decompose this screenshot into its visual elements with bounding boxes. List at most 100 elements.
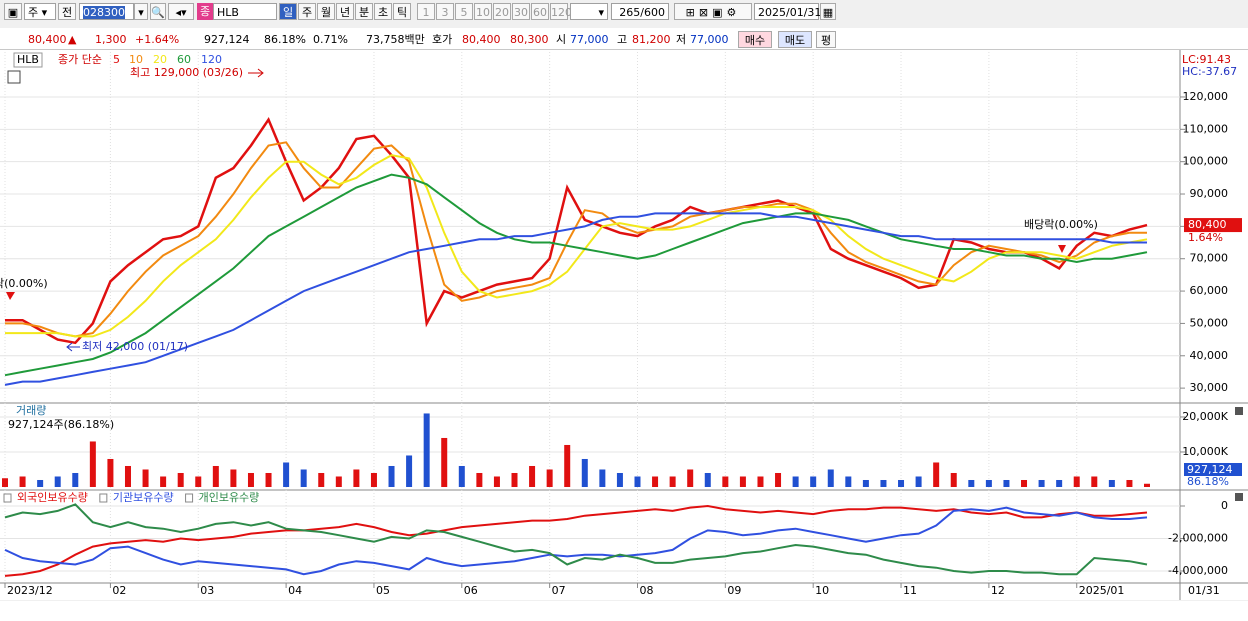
code-input[interactable]: 028300 bbox=[79, 3, 134, 20]
volume-bar bbox=[880, 479, 887, 487]
y-tick-label: 110,000 bbox=[1183, 122, 1229, 135]
volume-bar bbox=[1126, 479, 1133, 487]
y-tick-label: 60,000 bbox=[1190, 284, 1229, 297]
series-line bbox=[4, 503, 1148, 576]
period-button[interactable]: 초 bbox=[374, 3, 392, 20]
volume-bar bbox=[529, 465, 536, 487]
volume-bar bbox=[124, 465, 131, 487]
period-button[interactable]: 년 bbox=[336, 3, 354, 20]
volume-bar bbox=[406, 455, 413, 487]
legend-title: 종가 단순 bbox=[58, 53, 102, 66]
search-icon[interactable]: 🔍 bbox=[150, 3, 166, 20]
volume: 927,124 bbox=[204, 33, 250, 46]
interval-button[interactable]: 1 bbox=[417, 3, 435, 20]
volume-bar bbox=[669, 476, 676, 487]
avg-button[interactable]: 평 bbox=[816, 31, 836, 48]
volume-bar bbox=[212, 465, 219, 487]
change-pct: +1.64% bbox=[135, 33, 180, 46]
y-tick-label: 90,000 bbox=[1190, 187, 1229, 200]
code-dropdown[interactable]: ▾ bbox=[134, 3, 148, 20]
legend-swatch bbox=[3, 493, 12, 503]
volume-bar bbox=[493, 476, 500, 487]
y-tick-label: 50,000 bbox=[1190, 316, 1229, 329]
legend-entry: 120 bbox=[201, 53, 222, 66]
legend-swatch bbox=[185, 493, 194, 503]
volume-bar bbox=[107, 458, 114, 487]
sound-icon[interactable]: ◂▾ bbox=[168, 3, 194, 20]
interval-dropdown[interactable]: ▾ bbox=[570, 3, 608, 20]
volume-bar bbox=[616, 472, 623, 487]
volume-bar bbox=[599, 469, 606, 487]
interval-button[interactable]: 5 bbox=[455, 3, 473, 20]
y-tick-label: 120,000 bbox=[1183, 90, 1229, 103]
volume-bar bbox=[142, 469, 149, 487]
volume-bar bbox=[845, 476, 852, 487]
prefix[interactable]: 전 bbox=[58, 3, 76, 20]
volume-bar bbox=[933, 462, 940, 487]
volume-bar bbox=[1021, 479, 1028, 487]
volume-bar bbox=[388, 465, 395, 487]
volume-bar bbox=[1144, 483, 1150, 487]
interval-button[interactable]: 60 bbox=[531, 3, 549, 20]
interval-button[interactable]: 10 bbox=[474, 3, 492, 20]
volume-bar bbox=[546, 469, 553, 487]
period-button[interactable]: 주 bbox=[298, 3, 316, 20]
volume-bar bbox=[160, 476, 167, 487]
x-tick-label: 04 bbox=[288, 584, 302, 597]
table-icon bbox=[7, 70, 21, 84]
volume-bar bbox=[950, 472, 957, 487]
chart-background bbox=[0, 50, 1248, 601]
volume-bar bbox=[810, 476, 817, 487]
turnover: 0.71% bbox=[313, 33, 348, 46]
period-button[interactable]: 일 bbox=[279, 3, 297, 20]
volume-bar bbox=[300, 469, 307, 487]
y-tick-label: 0 bbox=[1221, 499, 1228, 512]
tool-icons[interactable]: ⊞⊠▣⚙ bbox=[674, 3, 752, 20]
interval-button[interactable]: 20 bbox=[493, 3, 511, 20]
volume-bar bbox=[37, 479, 44, 487]
count-box[interactable]: 265/600 bbox=[611, 3, 669, 20]
y-tick-label: 100,000 bbox=[1183, 155, 1229, 168]
calendar-icon[interactable]: ▦ bbox=[820, 3, 836, 20]
y-tick-label: -4,000,000 bbox=[1168, 564, 1228, 577]
volume-bar bbox=[827, 469, 834, 487]
menu-icon[interactable]: ▣ bbox=[4, 3, 22, 20]
annotation: 배당락(0.00%) bbox=[1024, 218, 1098, 231]
interval-button[interactable]: 30 bbox=[512, 3, 530, 20]
legend-entry: 외국인보유수량 bbox=[17, 491, 88, 504]
interval-button[interactable]: 3 bbox=[436, 3, 454, 20]
y-tick-label: 10,000K bbox=[1182, 445, 1228, 458]
open: 77,000 bbox=[570, 33, 609, 46]
x-tick-label: 06 bbox=[464, 584, 478, 597]
volume-bar bbox=[634, 476, 641, 487]
x-tick-label: 2023/12 bbox=[7, 584, 53, 597]
period-button[interactable]: 틱 bbox=[393, 3, 411, 20]
volume-bar bbox=[353, 469, 360, 487]
quote-bar: 80,400 ▲ 1,300 +1.64% 927,124 86.18% 0.7… bbox=[0, 28, 1248, 50]
count: 265 bbox=[619, 6, 641, 19]
volume-bar bbox=[2, 478, 8, 487]
volume-bar bbox=[915, 476, 922, 487]
sell-button[interactable]: 매도 bbox=[778, 31, 812, 48]
volume-bar bbox=[739, 476, 746, 487]
market-select[interactable]: 주 ▾ bbox=[24, 3, 56, 20]
period-button[interactable]: 월 bbox=[317, 3, 335, 20]
y-tick-label: 70,000 bbox=[1190, 252, 1229, 265]
high-arrow bbox=[248, 68, 264, 78]
volume-bar bbox=[652, 476, 659, 487]
volume-tag-label: 927,124 bbox=[1187, 463, 1233, 476]
buy-button[interactable]: 매수 bbox=[738, 31, 772, 48]
y-tick-label: 30,000 bbox=[1190, 381, 1229, 394]
volume-bar bbox=[19, 476, 26, 487]
interval-button[interactable]: 120 bbox=[550, 3, 572, 20]
scrollbar[interactable] bbox=[0, 600, 1248, 601]
annotation: 최저 42,000 (01/17) bbox=[82, 340, 188, 353]
volume-bar bbox=[862, 479, 869, 487]
stock-name: HLB bbox=[17, 53, 39, 66]
low-label: 저 bbox=[676, 33, 687, 46]
date-box[interactable]: 2025/01/31 bbox=[754, 3, 821, 20]
period-button[interactable]: 분 bbox=[355, 3, 373, 20]
count-max: /600 bbox=[640, 6, 665, 19]
